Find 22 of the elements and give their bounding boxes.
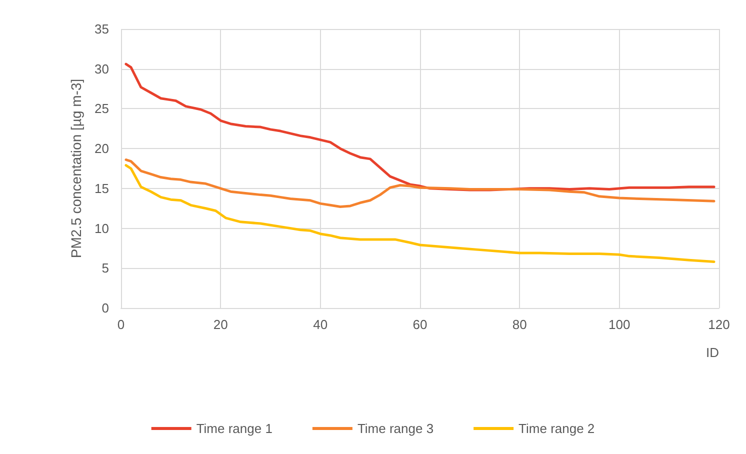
legend-label: Time range 2	[518, 421, 595, 436]
x-axis-title: ID	[706, 345, 719, 360]
x-tick-label: 60	[412, 317, 428, 332]
y-tick-label: 35	[94, 22, 109, 36]
x-tick-label: 20	[213, 317, 228, 332]
y-tick-label: 5	[102, 260, 109, 276]
y-tick-label: 0	[102, 300, 109, 316]
y-axis-title: PM2.5 concentation [µg m-3]	[68, 78, 84, 258]
x-tick-label: 80	[512, 317, 527, 332]
x-tick-label: 0	[117, 317, 125, 332]
line-series	[124, 158, 716, 208]
y-tick-label: 10	[94, 220, 109, 236]
line-series	[124, 164, 716, 264]
y-tick-label: 30	[94, 61, 109, 76]
x-tick-label: 100	[608, 317, 630, 332]
x-tick-label: 40	[313, 317, 328, 332]
y-tick-label: 20	[94, 141, 109, 156]
y-tick-label: 25	[94, 101, 109, 116]
legend-label: Time range 1	[196, 421, 272, 436]
legend-label: Time range 3	[357, 421, 434, 436]
y-tick-label: 15	[94, 180, 109, 196]
x-tick-label: 120	[708, 317, 730, 332]
